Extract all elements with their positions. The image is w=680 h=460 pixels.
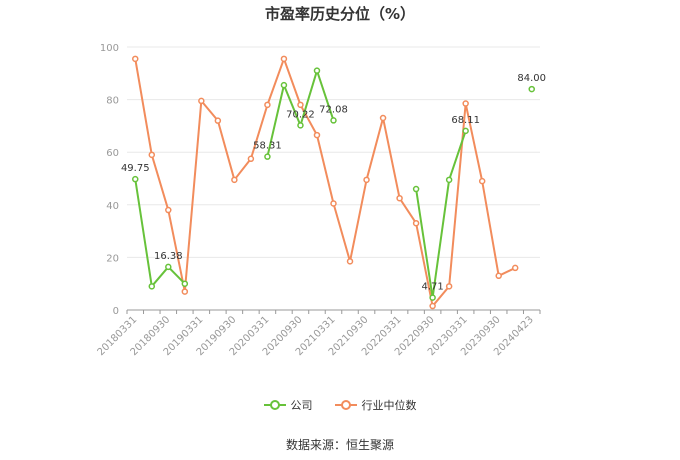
data-point-industry — [148, 151, 156, 159]
data-label: 68.11 — [451, 115, 480, 126]
data-point-industry — [445, 283, 453, 290]
data-point-company — [462, 127, 469, 135]
data-point-industry — [264, 101, 271, 109]
source-note: 数据来源：恒生聚源 — [285, 438, 394, 452]
data-point-industry — [511, 264, 519, 272]
data-point-industry — [495, 272, 502, 280]
y-tick-label: 40 — [106, 201, 119, 212]
data-point-company — [165, 263, 172, 271]
legend-label-company: 公司 — [290, 399, 313, 412]
legend-item-company[interactable]: 公司 — [263, 397, 313, 413]
data-label: 58.31 — [253, 141, 282, 152]
data-point-industry — [280, 55, 288, 63]
data-point-company — [297, 122, 304, 129]
data-label: 4.71 — [421, 282, 443, 293]
data-label: 72.08 — [319, 104, 348, 115]
y-tick-label: 0 — [113, 306, 119, 317]
data-point-industry — [429, 302, 436, 310]
legend-marker-company — [263, 400, 286, 410]
data-point-industry — [396, 194, 403, 202]
data-point-company — [528, 85, 535, 93]
data-point-industry — [165, 206, 172, 214]
data-point-industry — [198, 97, 205, 105]
series-line-industry — [134, 57, 516, 308]
data-point-industry — [231, 176, 238, 184]
data-point-company — [148, 283, 156, 290]
y-tick-label: 100 — [100, 43, 119, 54]
data-point-industry — [313, 131, 321, 139]
data-label: 84.00 — [517, 73, 546, 84]
chart-title: 市盈率历史分位（%） — [264, 5, 416, 23]
legend-label-industry: 行业中位数 — [361, 399, 417, 412]
y-tick-label: 20 — [106, 253, 119, 264]
data-point-industry — [247, 155, 255, 163]
chart-legend: 公司 行业中位数 — [0, 397, 680, 413]
data-label: 49.75 — [121, 163, 150, 174]
data-point-company — [429, 294, 436, 301]
data-point-industry — [462, 100, 469, 107]
data-point-industry — [478, 177, 486, 185]
data-point-company — [445, 176, 453, 184]
y-tick-label: 80 — [106, 96, 119, 107]
data-label: 70.22 — [286, 109, 315, 120]
data-point-industry — [214, 117, 222, 124]
data-point-company — [264, 153, 271, 160]
data-point-company — [280, 81, 288, 89]
series-line-company — [415, 130, 467, 299]
data-point-industry — [412, 219, 420, 227]
data-point-industry — [363, 176, 370, 184]
data-point-industry — [132, 55, 139, 63]
data-point-company — [181, 280, 189, 287]
series-line-company — [134, 179, 186, 288]
data-point-company — [313, 67, 321, 74]
data-point-industry — [379, 114, 387, 122]
legend-marker-industry — [334, 400, 357, 410]
data-point-company — [132, 175, 139, 183]
data-point-company — [330, 117, 337, 124]
y-tick-label: 60 — [106, 148, 119, 159]
data-label: 16.38 — [154, 251, 183, 262]
data-point-industry — [346, 258, 354, 265]
data-point-industry — [181, 288, 189, 295]
data-point-industry — [330, 200, 337, 207]
data-point-company — [412, 185, 420, 193]
data-point-industry — [297, 101, 304, 109]
legend-item-industry[interactable]: 行业中位数 — [334, 397, 417, 413]
